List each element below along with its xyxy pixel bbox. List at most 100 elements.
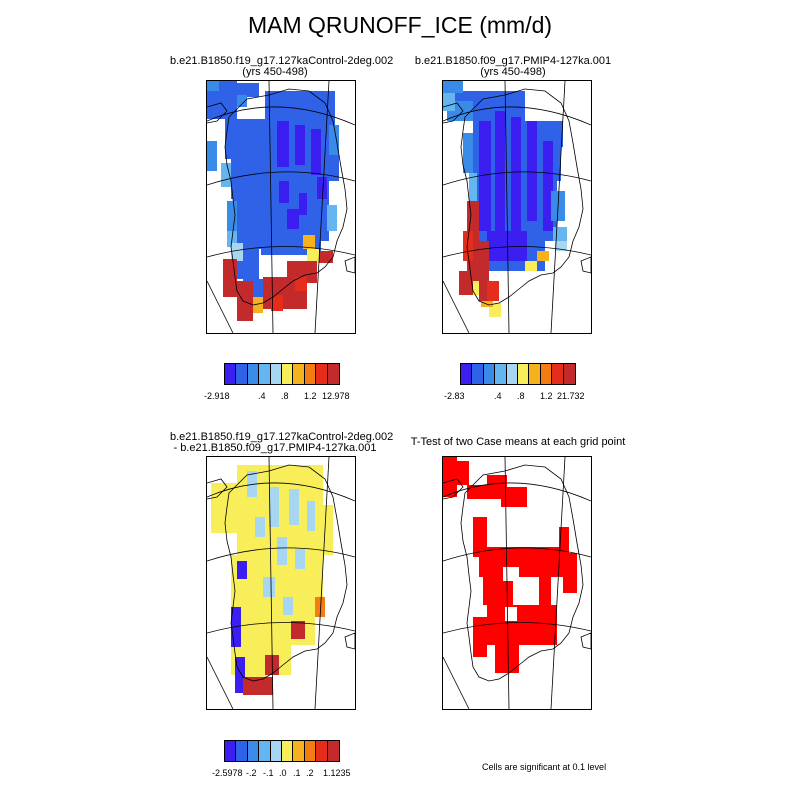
coastline-iceland — [580, 632, 591, 650]
parallel — [443, 106, 591, 126]
cells-dark-blue — [479, 111, 553, 261]
colorbar-swatch — [293, 364, 305, 384]
grid-cell — [263, 577, 275, 597]
grid-cell — [503, 567, 519, 581]
grid-cell — [207, 141, 217, 171]
grid-cell — [243, 677, 273, 695]
grid-cell — [221, 163, 231, 187]
map-top-right — [443, 81, 591, 333]
cells-dark-red — [223, 251, 333, 321]
grid-cell — [223, 259, 237, 297]
colorbar-tick: .0 — [279, 768, 287, 778]
colorbar-swatch — [293, 741, 305, 761]
meridian — [504, 81, 510, 333]
meridian — [207, 280, 234, 333]
grid-cell — [555, 241, 567, 251]
cells-orange — [315, 597, 325, 617]
colorbar-tick: -.2 — [246, 768, 257, 778]
grid-cell — [231, 243, 243, 261]
grid-cell — [279, 181, 289, 203]
colorbar-tick: 1.2 — [304, 391, 317, 401]
grid-cell — [295, 549, 305, 569]
parallel — [443, 482, 591, 502]
colorbar-tick: .4 — [258, 391, 266, 401]
colorbar-tick: .1 — [293, 768, 301, 778]
colorbar-swatch — [304, 364, 317, 384]
cells-pale-blue — [555, 241, 567, 251]
grid-cell — [525, 583, 537, 595]
grid-cell — [473, 617, 487, 657]
grid-cell — [463, 231, 473, 261]
cells-pale-blue — [247, 471, 315, 615]
grid-cell — [457, 461, 469, 485]
map-bottom-left — [207, 457, 355, 709]
grid-cell — [473, 277, 483, 295]
panel-title-line2: (yrs 450-498) — [480, 66, 546, 78]
grid-cell — [287, 209, 299, 229]
coastline — [224, 464, 348, 682]
grid-cell — [329, 125, 339, 155]
colorbar-tick: -2.918 — [204, 391, 230, 401]
grid-cell — [271, 295, 283, 311]
grid-cell — [237, 83, 259, 97]
colorbar-tick: 21.732 — [557, 391, 585, 401]
colorbar-tick: 12.978 — [322, 391, 350, 401]
grid-cell — [443, 457, 457, 497]
meridian — [443, 656, 470, 709]
meridian — [550, 457, 566, 709]
grid-cell — [463, 133, 473, 173]
cells-pale-blue — [231, 243, 243, 261]
panel-title-top-right: b.e21.B1850.f09_g17.PMIP4-127ka.001 (yrs… — [408, 56, 618, 78]
colorbar-swatch — [327, 741, 339, 761]
coastline-canada — [207, 102, 228, 124]
grid-cell — [295, 125, 305, 165]
coastline-canada — [443, 102, 464, 124]
colorbar-swatch — [236, 364, 248, 384]
grid-cell — [307, 249, 319, 263]
colorbar-swatch — [483, 364, 496, 384]
grid-cell — [303, 235, 315, 249]
panel-title-line1: b.e21.B1850.f09_g17.PMIP4-127ka.001 — [414, 55, 612, 67]
meridian — [443, 280, 470, 333]
panel-title-bottom-right: T-Test of two Case means at each grid po… — [400, 437, 636, 448]
meridian — [268, 81, 274, 333]
colorbar-swatch — [259, 741, 271, 761]
colorbar-tick: .4 — [494, 391, 502, 401]
parallel — [443, 547, 591, 562]
parallel — [443, 246, 591, 258]
map-outline — [443, 81, 591, 333]
map-panel-top-left — [206, 80, 356, 334]
colorbar-swatch — [270, 741, 282, 761]
significance-note: Cells are significant at 0.1 level — [482, 762, 607, 772]
grid-cell — [537, 251, 549, 261]
parallel — [207, 171, 355, 186]
coastline-iceland — [344, 256, 355, 274]
parallel — [207, 246, 355, 258]
coastline — [460, 464, 584, 682]
colorbar-top-right — [460, 363, 576, 385]
colorbar-swatch — [304, 741, 317, 761]
panel-title-line1: b.e21.B1850.f19_g17.127kaControl-2deg.00… — [170, 55, 394, 67]
grid-cell — [501, 487, 527, 507]
grid-cell — [207, 81, 219, 91]
grid-cell — [553, 227, 567, 241]
colorbar-swatch — [563, 364, 575, 384]
grid-cell — [235, 657, 245, 693]
cells-mid-blue — [207, 81, 339, 231]
colorbar-tick: -.1 — [263, 768, 274, 778]
grid-cell — [469, 173, 477, 203]
map-outline — [207, 457, 355, 709]
colorbar-swatch — [517, 364, 530, 384]
grid-cell — [287, 261, 317, 283]
coastline — [224, 88, 348, 306]
panel-title-line1: b.e21.B1850.f19_g17.127kaControl-2deg.00… — [170, 431, 394, 443]
grid-cell — [443, 93, 455, 111]
colorbar-swatch — [259, 364, 271, 384]
meridian — [550, 81, 566, 333]
meridian — [268, 457, 274, 709]
grid-cell — [289, 489, 299, 525]
colorbar-swatch — [281, 364, 294, 384]
grid-cell — [277, 121, 289, 167]
meridian — [314, 457, 330, 709]
grid-cell — [291, 621, 305, 639]
